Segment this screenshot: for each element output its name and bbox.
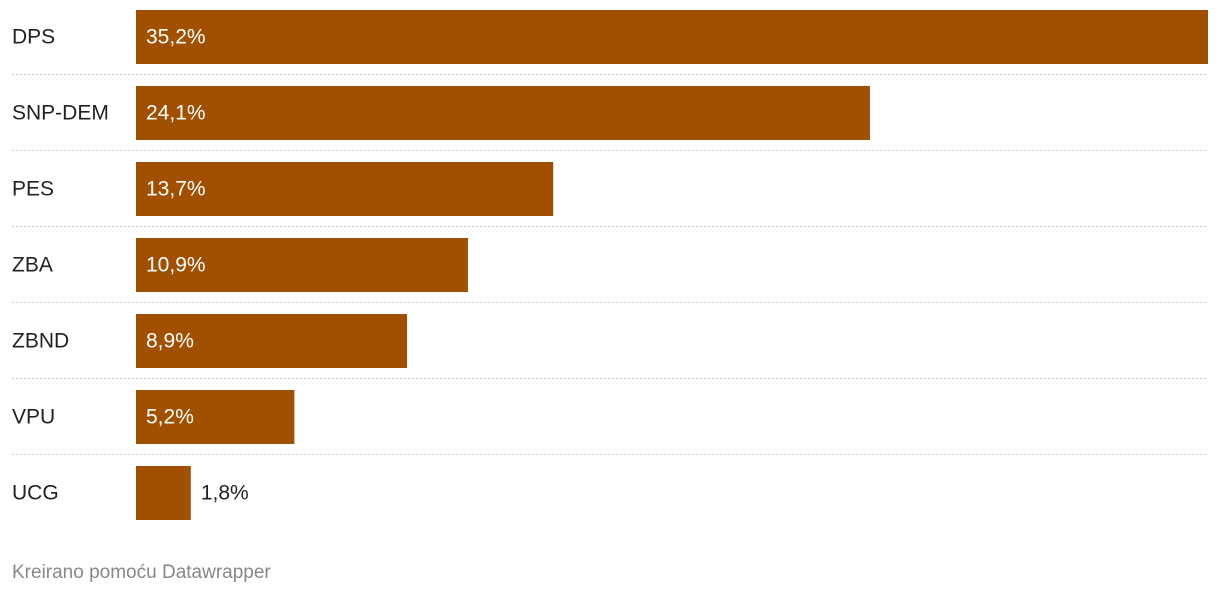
category-label: ZBA bbox=[12, 254, 53, 277]
value-label: 35,2% bbox=[146, 26, 206, 49]
value-label: 1,8% bbox=[201, 482, 249, 505]
category-label: ZBND bbox=[12, 330, 69, 353]
value-label: 8,9% bbox=[146, 330, 194, 353]
bar bbox=[136, 390, 295, 444]
value-label: 10,9% bbox=[146, 254, 206, 277]
category-label: PES bbox=[12, 178, 54, 201]
bar bbox=[136, 314, 408, 368]
category-label: SNP-DEM bbox=[12, 102, 109, 125]
bar bbox=[136, 466, 191, 520]
bar bbox=[136, 86, 870, 140]
category-label: UCG bbox=[12, 482, 59, 505]
footer: Kreirano pomoću Datawrapper bbox=[12, 562, 271, 583]
category-label: VPU bbox=[12, 406, 55, 429]
value-label: 5,2% bbox=[146, 406, 194, 429]
value-label: 13,7% bbox=[146, 178, 206, 201]
bar bbox=[136, 238, 468, 292]
bar bbox=[136, 162, 554, 216]
category-label: DPS bbox=[12, 26, 55, 49]
value-label: 24,1% bbox=[146, 102, 206, 125]
bar bbox=[136, 10, 1208, 64]
